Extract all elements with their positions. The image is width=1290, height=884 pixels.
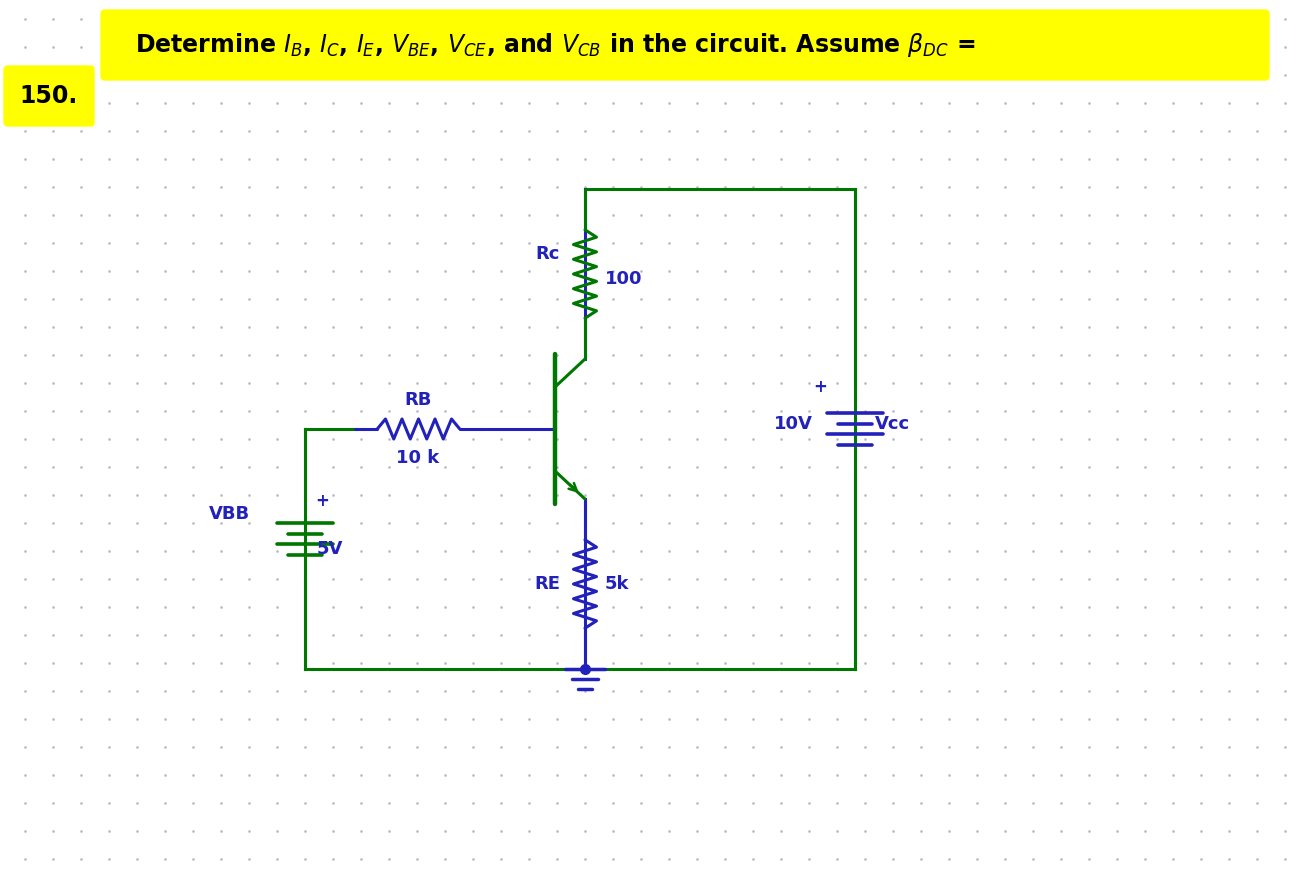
Text: Determine $I_B$, $I_C$, $I_E$, $V_{BE}$, $V_{CE}$, and $V_{CB}$ in the circuit. : Determine $I_B$, $I_C$, $I_E$, $V_{BE}$,… [135, 31, 975, 59]
Text: Rc: Rc [535, 245, 560, 263]
Text: VBB: VBB [209, 505, 250, 523]
Text: RB: RB [404, 391, 432, 409]
Text: RE: RE [534, 575, 560, 593]
Text: +: + [315, 492, 329, 510]
Text: 10V: 10V [774, 415, 813, 433]
Text: 10 k: 10 k [396, 449, 440, 467]
FancyBboxPatch shape [4, 66, 94, 126]
Text: 5V: 5V [317, 540, 343, 558]
Text: 100: 100 [605, 270, 642, 288]
Text: Vcc: Vcc [875, 415, 911, 433]
FancyBboxPatch shape [101, 10, 1269, 80]
Text: 5k: 5k [605, 575, 630, 593]
Text: 150.: 150. [19, 84, 79, 108]
Text: +: + [813, 378, 827, 396]
